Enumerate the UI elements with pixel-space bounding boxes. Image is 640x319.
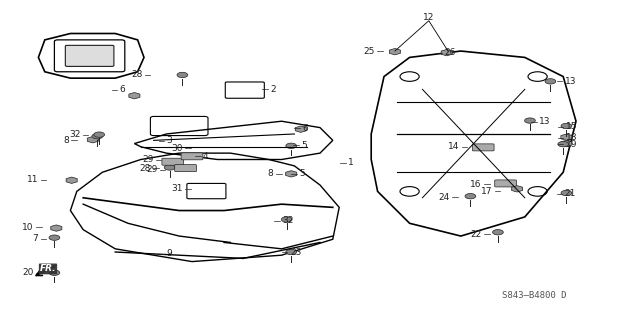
- FancyBboxPatch shape: [65, 45, 114, 66]
- Text: 20: 20: [22, 268, 34, 277]
- Polygon shape: [561, 134, 572, 140]
- Polygon shape: [129, 93, 140, 99]
- FancyBboxPatch shape: [162, 158, 184, 165]
- Text: 1: 1: [348, 158, 354, 167]
- Text: 16: 16: [470, 180, 482, 189]
- Text: 29: 29: [142, 155, 154, 164]
- FancyBboxPatch shape: [495, 180, 516, 187]
- Circle shape: [493, 230, 503, 235]
- FancyBboxPatch shape: [181, 153, 203, 160]
- Circle shape: [525, 118, 535, 123]
- Text: S843–B4800 D: S843–B4800 D: [502, 291, 566, 300]
- Circle shape: [561, 190, 572, 196]
- Text: 6: 6: [303, 124, 308, 133]
- Circle shape: [286, 249, 296, 255]
- Text: 23: 23: [290, 248, 301, 256]
- FancyBboxPatch shape: [472, 144, 494, 151]
- Text: 32: 32: [69, 130, 81, 139]
- Polygon shape: [561, 140, 572, 147]
- Text: 8: 8: [63, 136, 69, 145]
- Text: 5: 5: [301, 141, 307, 150]
- Text: 13: 13: [539, 117, 550, 126]
- Circle shape: [558, 142, 568, 147]
- Circle shape: [177, 72, 188, 78]
- Text: 11: 11: [27, 175, 38, 184]
- Text: 7: 7: [33, 234, 38, 243]
- Circle shape: [465, 194, 476, 199]
- Text: 6: 6: [120, 85, 125, 94]
- Circle shape: [92, 134, 102, 139]
- Text: 5: 5: [300, 169, 305, 178]
- Text: FR.: FR.: [40, 264, 56, 273]
- Circle shape: [164, 165, 175, 170]
- Text: 19: 19: [566, 140, 577, 149]
- Polygon shape: [87, 137, 99, 143]
- Text: 26: 26: [444, 48, 456, 57]
- Text: 32: 32: [282, 216, 294, 225]
- Text: 24: 24: [438, 193, 450, 202]
- Text: 29: 29: [146, 165, 157, 174]
- Text: 18: 18: [566, 133, 577, 142]
- Polygon shape: [441, 49, 452, 56]
- Text: 21: 21: [564, 189, 576, 198]
- Text: 31: 31: [172, 184, 183, 193]
- Text: 8: 8: [268, 169, 273, 178]
- Polygon shape: [511, 186, 523, 192]
- Polygon shape: [66, 177, 77, 183]
- Polygon shape: [295, 126, 307, 132]
- Circle shape: [49, 270, 60, 275]
- Text: 25: 25: [364, 47, 375, 56]
- Polygon shape: [389, 48, 401, 55]
- Text: 28: 28: [140, 164, 151, 173]
- Text: 14: 14: [448, 142, 460, 151]
- Text: 28: 28: [131, 70, 143, 79]
- Text: 17: 17: [481, 187, 493, 196]
- Circle shape: [49, 235, 60, 240]
- Text: 2: 2: [270, 85, 276, 94]
- Circle shape: [545, 79, 556, 84]
- Polygon shape: [51, 225, 62, 231]
- Text: 10: 10: [22, 223, 34, 232]
- Circle shape: [94, 132, 104, 137]
- Circle shape: [282, 217, 292, 222]
- Text: 3: 3: [166, 137, 172, 145]
- Text: 4: 4: [203, 152, 209, 161]
- Polygon shape: [285, 171, 297, 177]
- FancyBboxPatch shape: [175, 165, 196, 172]
- Text: 9: 9: [166, 249, 172, 258]
- Text: 30: 30: [172, 144, 183, 152]
- Circle shape: [286, 143, 296, 148]
- Text: 15: 15: [566, 122, 577, 131]
- Circle shape: [561, 123, 572, 129]
- Text: 22: 22: [470, 230, 482, 239]
- Text: 13: 13: [564, 77, 576, 86]
- Text: 12: 12: [423, 13, 435, 22]
